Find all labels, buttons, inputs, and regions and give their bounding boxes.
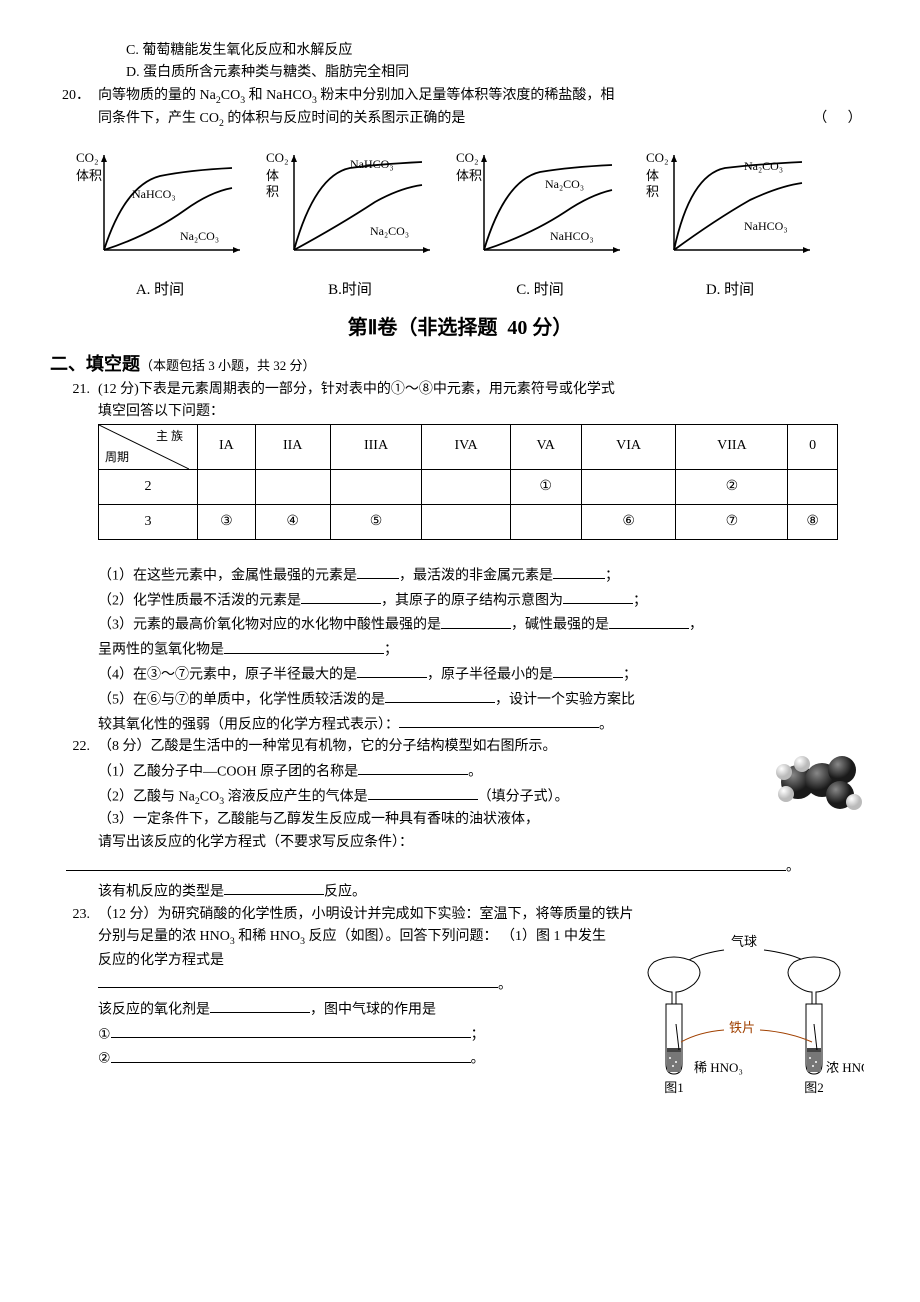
col-ia: IA <box>198 424 256 469</box>
q20: 20． 向等物质的量的 Na2CO3 和 NaHCO3 粉末中分别加入足量等体积… <box>50 85 870 132</box>
svg-text:积: 积 <box>646 184 659 199</box>
q21-number: 21. <box>50 379 98 424</box>
periodic-table: 主 族 周期 IA IIA IIIA IVA VA VIA VIIA 0 2 ①… <box>98 424 838 541</box>
svg-text:Na₂CO₃: Na₂CO₃ <box>545 177 584 191</box>
chart-d: CO₂ 体 积 Na₂CO₃ NaHCO₃ D. 时间 <box>640 140 820 302</box>
diag-header: 主 族 周期 <box>99 425 189 469</box>
chart-c: CO₂ 体积 Na₂CO₃ NaHCO₃ C. 时间 <box>450 140 630 302</box>
svg-text:CO₂: CO₂ <box>646 150 669 165</box>
svg-text:铁片: 铁片 <box>729 1020 755 1035</box>
table-row: 2 ① ② <box>99 469 838 504</box>
svg-text:NaHCO₃: NaHCO₃ <box>132 187 176 201</box>
svg-text:图2: 图2 <box>804 1080 824 1095</box>
svg-text:体积: 体积 <box>76 168 102 183</box>
section-2-title: 第Ⅱ卷（非选择题 40 分） <box>50 312 870 344</box>
svg-text:NaHCO₃: NaHCO₃ <box>350 157 394 171</box>
svg-text:Na₂CO₃: Na₂CO₃ <box>370 224 409 238</box>
svg-text:稀 HNO₃: 稀 HNO₃ <box>694 1060 743 1075</box>
chart-a: CO₂ 体积 NaHCO₃ Na₂CO₃ A. 时间 <box>70 140 250 302</box>
q19-opt-c: C. 葡萄糖能发生氧化反应和水解反应 <box>98 40 870 62</box>
col-va: VA <box>510 424 581 469</box>
q22: 22. （8 分）乙酸是生活中的一种常见有机物，它的分子结构模型如右图所示。 （… <box>50 736 870 854</box>
svg-text:图1: 图1 <box>664 1080 684 1095</box>
q20-body: 向等物质的量的 Na2CO3 和 NaHCO3 粉末中分别加入足量等体积等浓度的… <box>98 85 870 132</box>
svg-text:NaHCO₃: NaHCO₃ <box>550 229 594 243</box>
svg-text:CO₂: CO₂ <box>456 150 479 165</box>
molecule-icon <box>770 740 870 820</box>
svg-text:体: 体 <box>646 168 659 183</box>
svg-text:NaHCO₃: NaHCO₃ <box>744 219 788 233</box>
fill-heading: 二、填空题（本题包括 3 小题，共 32 分） <box>50 350 870 379</box>
q23-number: 23. <box>50 904 98 1108</box>
svg-text:体: 体 <box>266 168 279 183</box>
svg-text:Na₂CO₃: Na₂CO₃ <box>180 229 219 243</box>
q22-number: 22. <box>50 736 98 854</box>
col-viia: VIIA <box>676 424 788 469</box>
col-iiia: IIIA <box>330 424 422 469</box>
svg-text:浓 HNO₃: 浓 HNO₃ <box>826 1060 864 1075</box>
svg-text:Na₂CO₃: Na₂CO₃ <box>744 159 783 173</box>
col-iia: IIA <box>255 424 330 469</box>
q19-opt-d: D. 蛋白质所含元素种类与糖类、脂肪完全相同 <box>98 62 870 84</box>
q19-options: C. 葡萄糖能发生氧化反应和水解反应 D. 蛋白质所含元素种类与糖类、脂肪完全相… <box>50 40 870 85</box>
svg-text:积: 积 <box>266 184 279 199</box>
q20-number: 20． <box>50 85 98 132</box>
svg-text:CO₂: CO₂ <box>76 150 99 165</box>
q21-subs: （1）在这些元素中，金属性最强的元素是，最活泼的非金属元素是； （2）化学性质最… <box>50 563 870 736</box>
svg-text:气球: 气球 <box>731 934 757 949</box>
tube-figure: 气球 铁片 稀 HNO₃ 浓 HNO₃ 图1 图2 <box>624 932 864 1102</box>
col-iva: IVA <box>422 424 510 469</box>
q23: 23. （12 分）为研究硝酸的化学性质，小明设计并完成如下实验：室温下，将等质… <box>50 904 870 1108</box>
svg-text:CO₂: CO₂ <box>266 150 289 165</box>
col-via: VIA <box>581 424 676 469</box>
col-0: 0 <box>788 424 838 469</box>
answer-paren: （ ） <box>813 108 870 130</box>
q21: 21. (12 分)下表是元素周期表的一部分，针对表中的①～⑧中元素，用元素符号… <box>50 379 870 424</box>
q20-charts: CO₂ 体积 NaHCO₃ Na₂CO₃ A. 时间 CO₂ 体 积 NaHCO… <box>50 140 870 302</box>
svg-text:体积: 体积 <box>456 168 482 183</box>
chart-b: CO₂ 体 积 NaHCO₃ Na₂CO₃ B.时间 <box>260 140 440 302</box>
table-row: 3 ③ ④ ⑤ ⑥ ⑦ ⑧ <box>99 505 838 540</box>
